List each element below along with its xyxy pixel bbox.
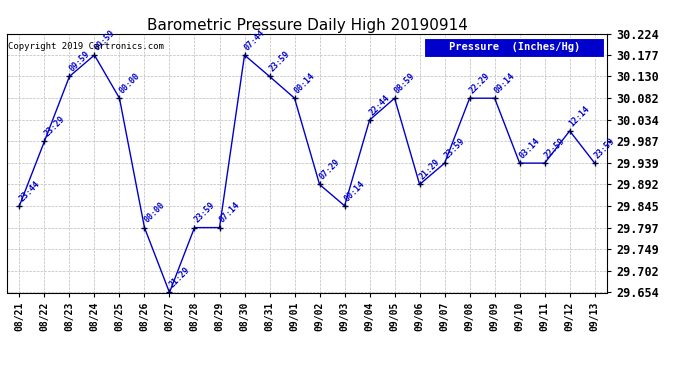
- Text: 23:59: 23:59: [193, 201, 217, 225]
- Text: 03:14: 03:14: [518, 136, 542, 160]
- Text: 07:44: 07:44: [242, 28, 266, 52]
- Text: 00:14: 00:14: [342, 179, 366, 203]
- Text: 21:29: 21:29: [417, 158, 442, 182]
- Text: 08:59: 08:59: [393, 71, 417, 95]
- Text: 00:14: 00:14: [293, 71, 317, 95]
- Title: Barometric Pressure Daily High 20190914: Barometric Pressure Daily High 20190914: [146, 18, 468, 33]
- Text: 12:14: 12:14: [567, 104, 591, 128]
- Text: 21:29: 21:29: [167, 266, 191, 290]
- Text: 23:44: 23:44: [17, 179, 41, 203]
- Text: 22:44: 22:44: [367, 93, 391, 117]
- Text: 07:14: 07:14: [217, 201, 241, 225]
- Text: Copyright 2019 Cartronics.com: Copyright 2019 Cartronics.com: [8, 42, 164, 51]
- Text: 22:59: 22:59: [542, 136, 566, 160]
- Text: 00:00: 00:00: [117, 71, 141, 95]
- Text: 09:59: 09:59: [92, 28, 117, 52]
- Text: Pressure  (Inches/Hg): Pressure (Inches/Hg): [448, 42, 580, 52]
- Text: 09:59: 09:59: [67, 50, 91, 74]
- Text: 23:59: 23:59: [267, 50, 291, 74]
- FancyBboxPatch shape: [424, 38, 604, 57]
- Text: 23:59: 23:59: [593, 136, 617, 160]
- Text: 23:59: 23:59: [442, 136, 466, 160]
- Text: 09:14: 09:14: [493, 71, 517, 95]
- Text: 07:29: 07:29: [317, 158, 342, 182]
- Text: 23:29: 23:29: [42, 114, 66, 138]
- Text: 00:00: 00:00: [142, 201, 166, 225]
- Text: 22:29: 22:29: [467, 71, 491, 95]
